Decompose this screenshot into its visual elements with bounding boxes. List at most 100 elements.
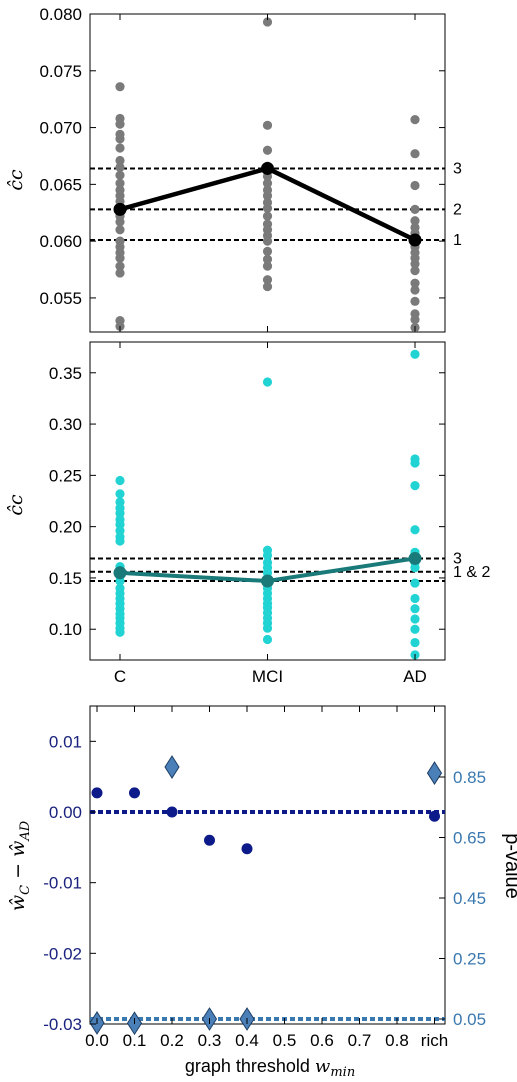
mean-marker: [408, 233, 422, 247]
y-left-tick-label: -0.03: [43, 1015, 82, 1034]
y-left-tick-label: 0.00: [49, 803, 82, 822]
difference-marker: [129, 787, 140, 799]
y-tick-label: 0.30: [49, 415, 82, 434]
difference-marker: [91, 787, 103, 799]
data-point: [262, 261, 273, 271]
data-point: [262, 246, 273, 256]
data-point: [262, 254, 273, 264]
y-left-tick-label: 0.01: [49, 732, 82, 751]
y-right-tick-label: 0.85: [453, 768, 486, 787]
y-left-tick-label: -0.02: [43, 944, 82, 963]
panel-top-ylabel: ĉc: [5, 169, 27, 191]
mean-marker: [261, 161, 274, 175]
difference-marker: [166, 806, 178, 818]
y-tick-label: 0.070: [39, 119, 82, 138]
data-point: [115, 536, 125, 546]
data-point: [262, 17, 273, 27]
reference-line-label: 3: [453, 160, 462, 177]
x-tick-label: 0.0: [85, 1031, 109, 1050]
pvalue-marker: [164, 755, 180, 779]
y-tick-label: 0.10: [49, 620, 82, 639]
data-point: [115, 162, 125, 172]
data-point: [410, 149, 420, 159]
data-point: [262, 275, 273, 285]
data-point: [410, 296, 420, 306]
data-point: [410, 115, 420, 125]
y-tick-label: 0.065: [39, 175, 82, 194]
data-point: [115, 155, 125, 166]
x-tick-label: 0.6: [310, 1031, 334, 1050]
data-point: [115, 143, 125, 153]
y-tick-label: 0.15: [49, 569, 82, 588]
y-tick-label: 0.060: [39, 232, 82, 251]
x-tick-label: 0.2: [160, 1031, 184, 1050]
data-point: [115, 475, 125, 486]
reference-line-label: 1: [453, 232, 462, 249]
data-point: [115, 82, 125, 92]
data-point: [115, 178, 125, 188]
data-point: [410, 604, 420, 614]
reference-line-label: 1 & 2: [453, 564, 490, 581]
data-point: [410, 216, 420, 226]
y-tick-label: 0.055: [39, 289, 82, 308]
panel-bottom: 0.01 0.00 -0.01 -0.02 -0.03 0.85 0.65 0.45 0.25 0…: [7, 705, 517, 1080]
data-point: [115, 170, 125, 180]
data-point: [410, 637, 420, 648]
y-right-tick-label: 0.05: [453, 1010, 486, 1029]
data-point: [410, 285, 420, 295]
panel-bottom-xlabel: graph threshold wmin: [185, 1056, 355, 1080]
panel-bottom-ylabel-left: ŵC − ŵAD: [7, 820, 33, 911]
data-point: [115, 134, 125, 144]
data-point: [410, 578, 420, 588]
mean-marker: [113, 202, 127, 216]
y-right-tick-label: 0.25: [453, 950, 486, 969]
data-point: [115, 217, 125, 227]
x-tick-label: 0.4: [235, 1031, 259, 1050]
data-point: [115, 627, 125, 637]
data-point: [115, 253, 125, 263]
data-point: [410, 259, 420, 269]
difference-marker: [204, 834, 215, 846]
data-point: [115, 261, 125, 271]
x-tick-label: AD: [403, 667, 427, 686]
panel-middle-ylabel: ĉc: [5, 494, 27, 516]
data-point: [410, 614, 420, 624]
data-point: [410, 278, 420, 288]
y-tick-label: 0.25: [49, 466, 82, 485]
data-point: [262, 634, 273, 645]
reference-line-label: 2: [453, 201, 462, 218]
x-tick-label: 0.7: [348, 1031, 372, 1050]
data-point: [262, 120, 273, 130]
y-tick-label: 0.20: [49, 518, 82, 537]
data-point: [410, 593, 420, 604]
mean-marker: [113, 566, 127, 580]
data-point: [410, 204, 420, 214]
panel-bottom-ylabel-right: p-value: [501, 833, 517, 899]
data-point: [410, 180, 420, 191]
y-left-tick-label: -0.01: [43, 874, 82, 893]
y-tick-label: 0.075: [39, 62, 82, 81]
data-point: [262, 203, 273, 213]
data-point: [262, 236, 273, 246]
mean-marker: [261, 574, 274, 588]
data-point: [410, 349, 420, 359]
data-point: [410, 266, 420, 276]
x-tick-label: 0.3: [198, 1031, 222, 1050]
data-point: [115, 225, 125, 235]
x-tick-label: 0.5: [273, 1031, 297, 1050]
x-tick-label: 0.1: [123, 1031, 147, 1050]
y-right-tick-label: 0.45: [453, 889, 486, 908]
data-point: [262, 145, 273, 155]
pvalue-marker: [426, 761, 443, 785]
data-point: [410, 314, 420, 325]
y-tick-label: 0.35: [49, 364, 82, 383]
data-point: [410, 525, 420, 535]
data-point: [115, 268, 125, 278]
panel-bottom-frame: [89, 705, 446, 1025]
data-point: [410, 563, 420, 573]
data-point: [262, 281, 273, 292]
data-point: [410, 458, 420, 468]
data-point: [262, 377, 273, 387]
x-tick-label: C: [114, 667, 126, 686]
